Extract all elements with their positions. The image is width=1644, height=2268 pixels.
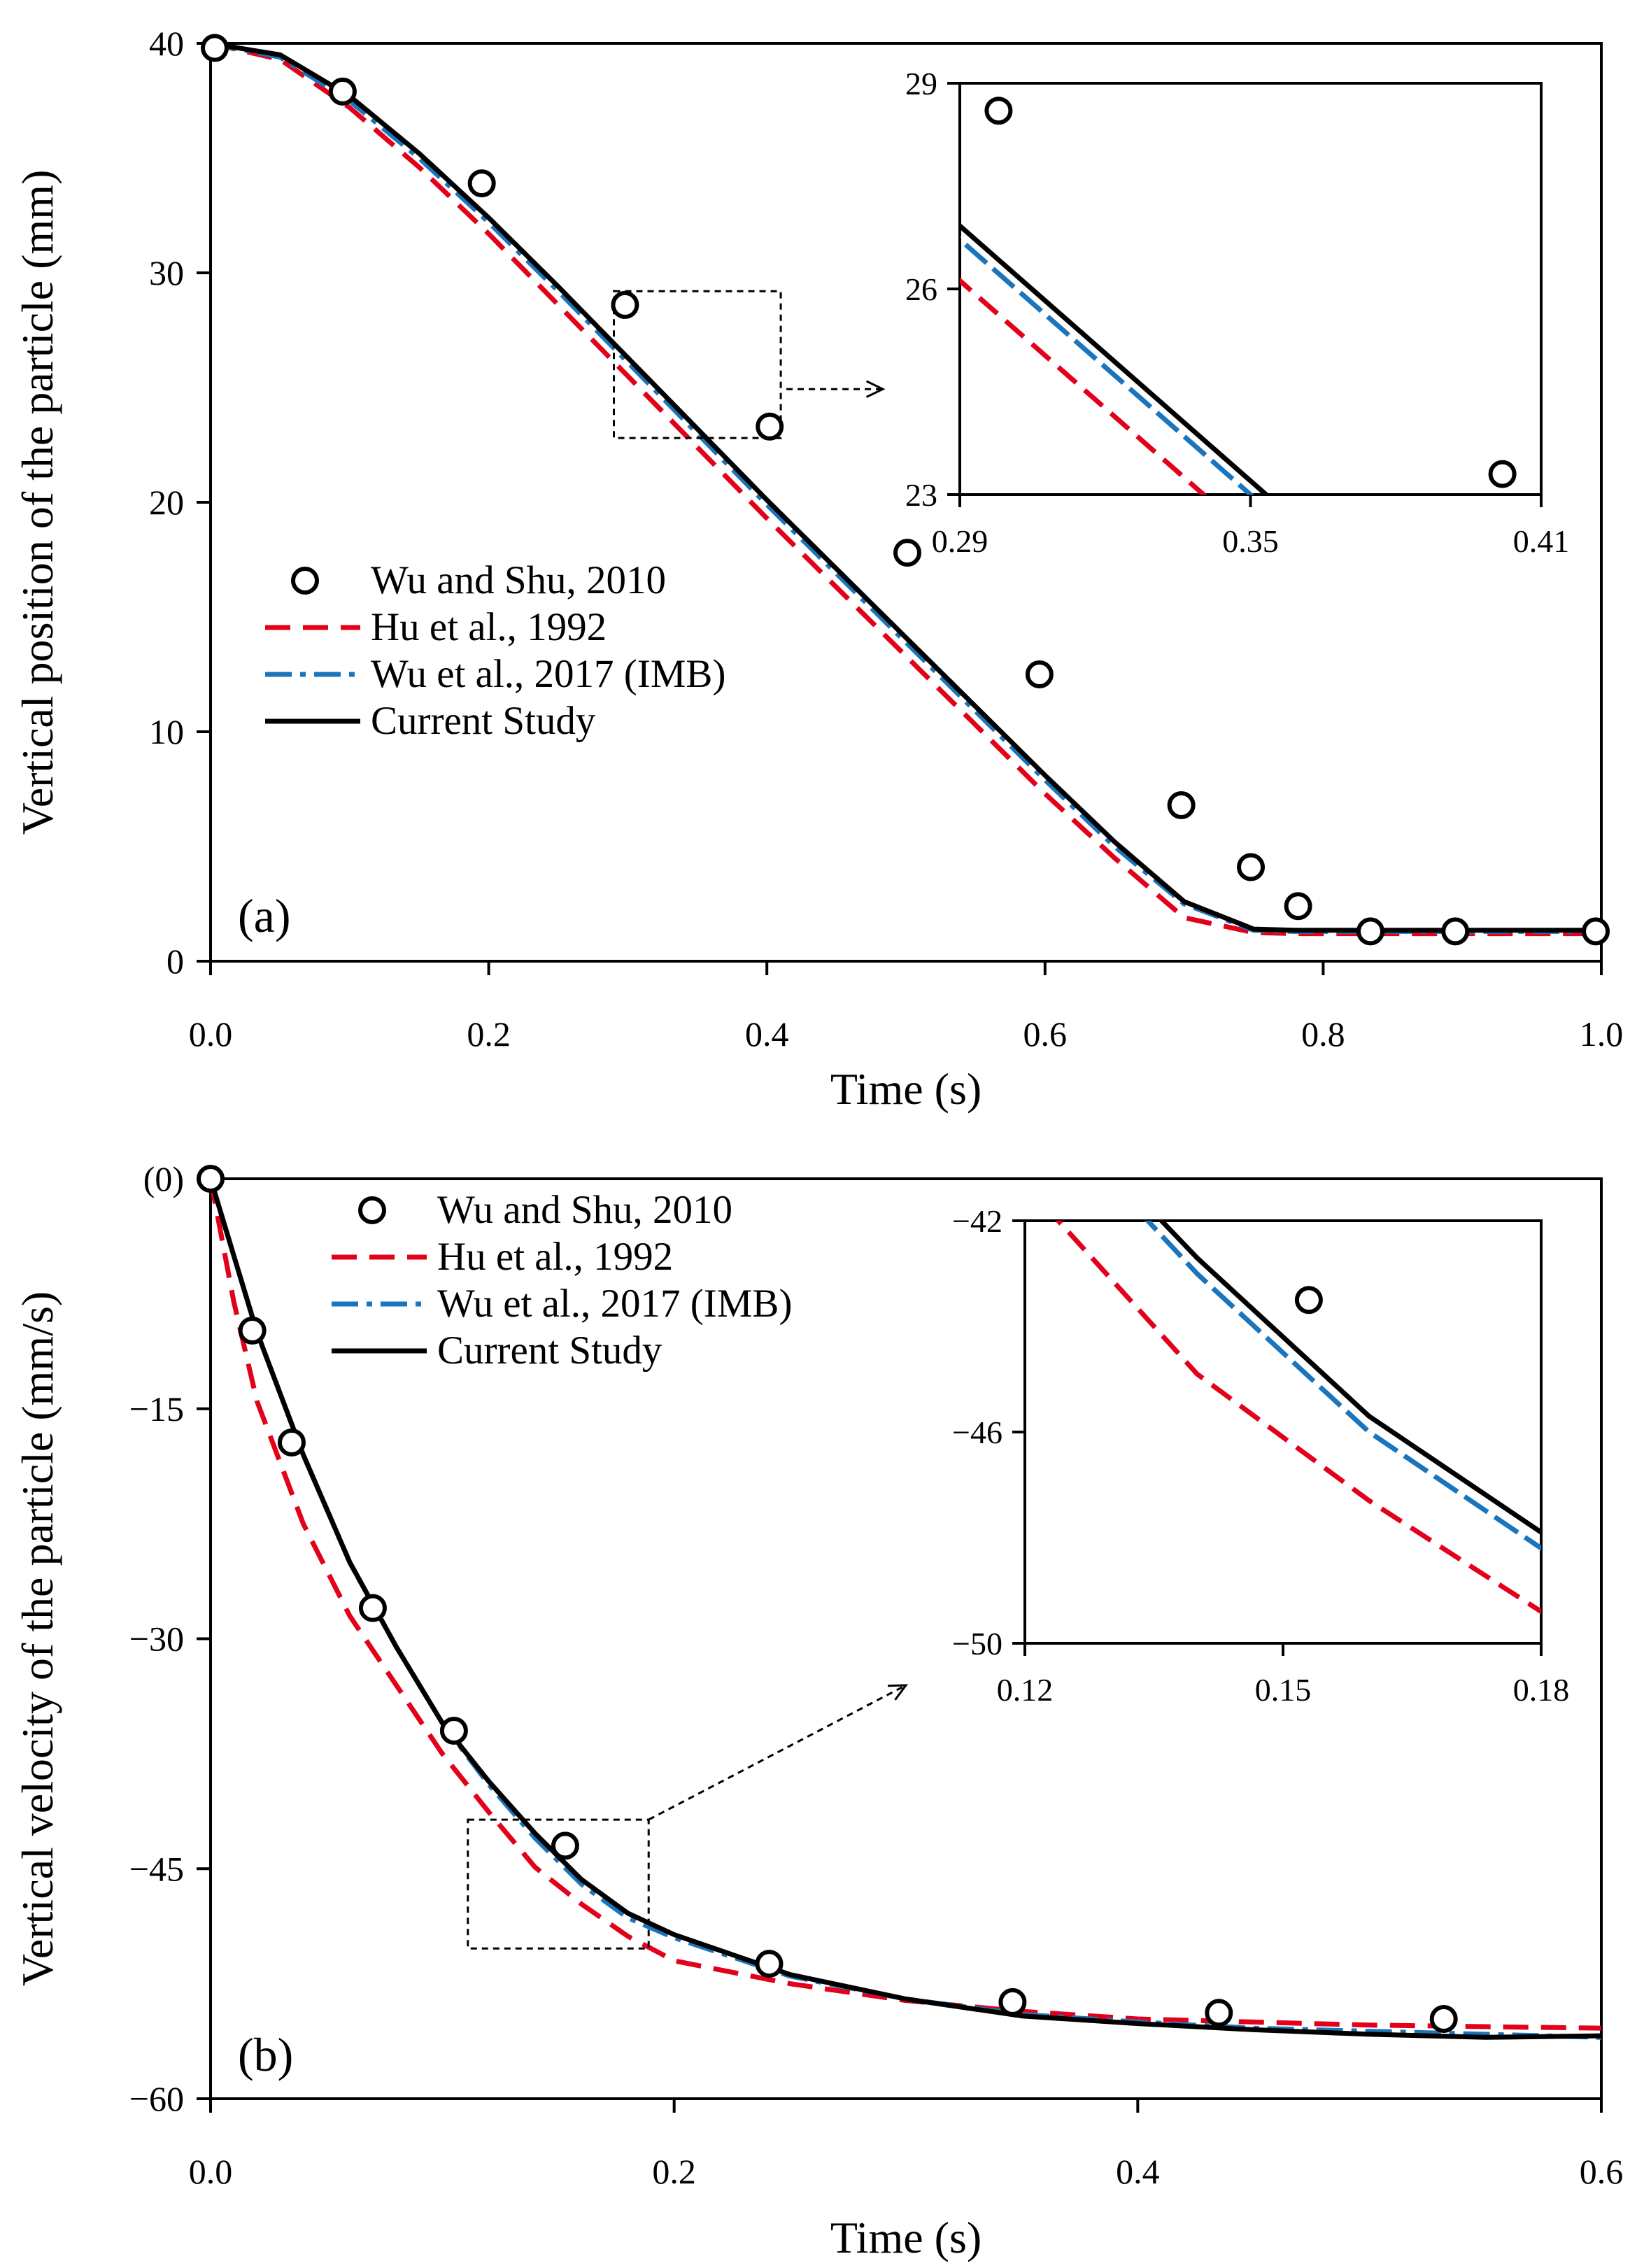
data-point-marker (551, 1831, 579, 1860)
x-tick-label: 0.2 (467, 1014, 511, 1054)
inset-y-tick-label: 26 (905, 271, 937, 307)
zoom-region-box (467, 1818, 650, 1950)
x-tick-label: 0.4 (1116, 2152, 1160, 2191)
y-tick-label: −15 (129, 1389, 184, 1429)
x-tick-label: 0.0 (189, 2152, 233, 2191)
x-tick-label: 1.0 (1580, 1014, 1624, 1054)
y-tick-label: 0 (166, 942, 184, 981)
x-tick-label: 0.2 (652, 2152, 696, 2191)
data-point-marker (467, 169, 496, 198)
x-axis-label: Time (s) (830, 1064, 982, 1114)
data-point-marker (1441, 917, 1470, 946)
data-point-marker (611, 290, 639, 319)
y-tick-label: 20 (149, 483, 184, 522)
y-axis-label: Vertical position of the particle (mm) (13, 170, 62, 835)
inset-y-tick-label: −50 (952, 1626, 1002, 1661)
data-point-marker (1284, 892, 1312, 921)
y-tick-label: −60 (129, 2079, 184, 2118)
legend-label: Wu and Shu, 2010 (437, 1188, 732, 1232)
inset-x-tick-label: 0.41 (1513, 523, 1570, 559)
inset-x-tick-label: 0.15 (1255, 1672, 1312, 1708)
data-point-marker (358, 1594, 387, 1622)
data-point-marker (1237, 853, 1266, 881)
data-point-marker (1025, 660, 1054, 688)
inset-x-tick-label: 0.35 (1222, 523, 1279, 559)
data-point-marker (197, 1165, 225, 1193)
inset-frame (1023, 1219, 1543, 1645)
inset-data-point-marker (1488, 460, 1517, 488)
inset-x-tick-label: 0.29 (932, 523, 988, 559)
legend-label: Hu et al., 1992 (371, 605, 607, 649)
legend-label: Wu et al., 2017 (IMB) (437, 1282, 792, 1326)
x-tick-label: 0.6 (1023, 1014, 1068, 1054)
inset-y-tick-label: 29 (905, 66, 937, 101)
data-point-marker (328, 77, 357, 106)
data-point-marker (1205, 1999, 1233, 2027)
data-point-marker (439, 1717, 468, 1745)
zoom-arrow-head (865, 380, 886, 398)
legend-label: Wu and Shu, 2010 (371, 558, 666, 602)
panel-label: (b) (238, 2028, 293, 2081)
x-axis-label: Time (s) (830, 2213, 982, 2262)
zoom-arrow-head (887, 1684, 909, 1701)
zoom-arrow-line (648, 1684, 907, 1821)
inset-series-line-dashdot (1144, 1221, 1541, 1551)
data-point-marker (755, 1950, 784, 1978)
inset-frame (958, 82, 1543, 496)
data-point-marker (200, 34, 229, 62)
y-tick-label: −45 (129, 1849, 184, 1888)
data-point-marker (1582, 917, 1610, 946)
inset-y-tick-label: −42 (952, 1203, 1002, 1239)
x-tick-label: 0.0 (189, 1014, 233, 1054)
x-tick-label: 0.4 (745, 1014, 789, 1054)
y-axis-label: Vertical velocity of the particle (mm/s) (13, 1291, 62, 1986)
data-point-marker (238, 1316, 267, 1345)
inset-series-line-solid (1158, 1221, 1541, 1536)
y-tick-label: 40 (149, 24, 184, 63)
inset-series-line-dashed (1055, 1221, 1541, 1615)
y-tick-label: −30 (129, 1620, 184, 1659)
inset-y-tick-label: 23 (905, 477, 937, 513)
inset-y-tick-label: −46 (952, 1415, 1002, 1450)
y-tick-label: (0) (143, 1159, 184, 1198)
x-tick-label: 0.8 (1301, 1014, 1345, 1054)
legend-label: Current Study (437, 1328, 662, 1373)
legend-marker (291, 567, 319, 595)
data-point-marker (1167, 791, 1196, 819)
legend-label: Hu et al., 1992 (437, 1235, 673, 1279)
inset-chart: 0.12 0.15 0.18 −42 −46 −50 (952, 1203, 1570, 1708)
legend-label: Wu et al., 2017 (IMB) (371, 652, 725, 696)
series-line-solid (211, 1179, 1601, 2040)
y-tick-label: 30 (149, 253, 184, 292)
zoom-region-box (613, 290, 782, 439)
data-point-marker (756, 412, 784, 441)
inset-x-tick-label: 0.18 (1513, 1672, 1570, 1708)
inset-data-point-marker (1294, 1286, 1323, 1314)
x-tick-label: 0.6 (1580, 2152, 1624, 2191)
inset-x-tick-label: 0.12 (997, 1672, 1054, 1708)
legend-label: Current Study (371, 699, 596, 743)
data-point-marker (1429, 2005, 1458, 2034)
inset-data-point-marker (984, 97, 1013, 125)
data-point-marker (998, 1987, 1027, 2016)
chart-panel-a: 0.0 0.2 0.4 0.6 0.8 1.0 0 10 20 30 40 Time (s) Verti… (13, 24, 1624, 1114)
data-point-marker (893, 539, 921, 567)
data-point-marker (277, 1428, 306, 1457)
series-line-solid (211, 43, 1601, 933)
y-tick-label: 10 (149, 712, 184, 751)
inset-chart: 0.29 0.35 0.41 23 26 29 (905, 66, 1570, 559)
data-point-marker (1356, 917, 1384, 946)
panel-label: (a) (238, 889, 290, 942)
legend-marker (358, 1196, 386, 1224)
